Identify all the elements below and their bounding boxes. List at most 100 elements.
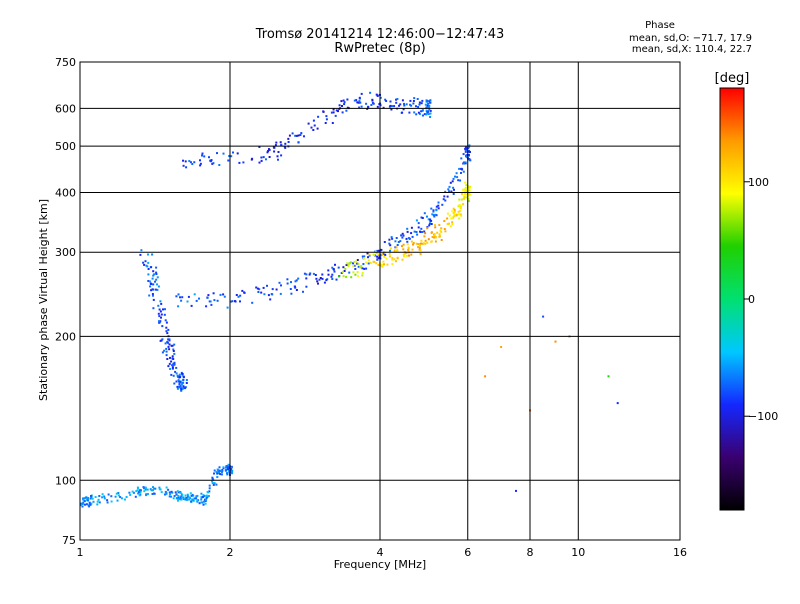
colorbar-tick-label: 0: [748, 293, 755, 306]
scatter-point: [430, 231, 433, 234]
scatter-point: [305, 273, 308, 276]
scatter-point: [145, 494, 148, 497]
scatter-point: [439, 229, 442, 232]
scatter-point: [448, 190, 451, 193]
scatter-point: [258, 288, 261, 291]
scatter-point: [310, 126, 313, 129]
scatter-point: [421, 231, 424, 233]
scatter-point: [180, 299, 183, 302]
scatter-point: [366, 107, 369, 110]
scatter-point: [338, 104, 341, 107]
scatter-point: [196, 494, 199, 497]
scatter-point: [434, 224, 436, 227]
scatter-point: [84, 503, 86, 506]
scatter-point: [307, 122, 310, 125]
scatter-point: [340, 272, 343, 274]
scatter-point: [218, 164, 221, 166]
scatter-point: [362, 257, 365, 260]
scatter-point: [155, 266, 158, 269]
scatter-point: [216, 472, 219, 475]
scatter-point: [312, 119, 315, 122]
scatter-point: [228, 155, 231, 157]
y-tick-label: 500: [55, 140, 76, 153]
scatter-point: [422, 242, 425, 245]
scatter-point: [169, 368, 172, 370]
scatter-point: [416, 233, 419, 236]
chart-title: Tromsø 20141214 12:46:00−12:47:43: [255, 27, 505, 42]
scatter-point: [181, 372, 184, 375]
scatter-point: [384, 98, 387, 101]
scatter-point: [144, 488, 147, 491]
scatter-point: [420, 242, 422, 245]
scatter-point: [138, 489, 141, 492]
scatter-point: [342, 266, 345, 269]
scatter-point: [335, 278, 338, 281]
scatter-point: [153, 487, 156, 490]
scatter-point: [377, 249, 380, 252]
scatter-point: [79, 504, 82, 507]
scatter-point: [150, 489, 153, 492]
scatter-point: [90, 502, 93, 505]
scatter-point: [216, 469, 219, 472]
scatter-point: [182, 376, 185, 379]
scatter-point: [331, 122, 334, 124]
scatter-point: [297, 134, 300, 137]
scatter-point: [386, 263, 389, 266]
scatter-point: [334, 114, 337, 117]
scatter-point: [458, 217, 461, 220]
scatter-point: [402, 234, 405, 237]
scatter-point: [435, 214, 438, 217]
scatter-point: [406, 240, 409, 243]
scatter-point: [398, 104, 400, 107]
scatter-point: [151, 293, 154, 295]
scatter-point: [88, 501, 91, 504]
scatter-point: [174, 370, 177, 373]
scatter-point: [149, 488, 152, 491]
scatter-point: [165, 326, 168, 329]
scatter-point: [177, 491, 180, 494]
scatter-point: [554, 340, 557, 343]
scatter-point: [410, 240, 413, 243]
scatter-point: [163, 349, 166, 352]
y-tick-label: 600: [55, 102, 76, 115]
scatter-point: [271, 288, 274, 291]
scatter-point: [208, 156, 210, 159]
scatter-point: [419, 253, 422, 256]
scatter-point: [160, 339, 163, 342]
scatter-point: [409, 99, 412, 102]
scatter-point: [458, 167, 461, 170]
scatter-point: [377, 257, 380, 260]
scatter-point: [226, 306, 229, 309]
scatter-point: [418, 243, 421, 245]
scatter-point: [417, 226, 420, 229]
scatter-point: [333, 270, 336, 273]
scatter-point: [172, 374, 175, 377]
scatter-point: [321, 273, 324, 276]
scatter-point: [460, 157, 463, 160]
scatter-point: [182, 159, 184, 162]
scatter-point: [210, 303, 213, 306]
scatter-point: [193, 497, 196, 500]
scatter-point: [179, 376, 182, 379]
scatter-point: [448, 214, 451, 217]
scatter-point: [413, 111, 416, 114]
scatter-point: [171, 366, 174, 369]
scatter-point: [201, 501, 204, 504]
scatter-point: [366, 252, 369, 255]
scatter-point: [403, 252, 406, 255]
scatter-point: [190, 304, 193, 307]
scatter-point: [325, 118, 328, 121]
scatter-point: [468, 186, 471, 189]
scatter-point: [515, 489, 517, 492]
scatter-point: [460, 198, 463, 201]
scatter-point: [308, 273, 311, 276]
scatter-point: [419, 249, 422, 251]
scatter-point: [389, 244, 392, 247]
scatter-point: [176, 387, 179, 390]
scatter-point: [184, 494, 187, 497]
scatter-point: [463, 195, 466, 198]
scatter-point: [451, 216, 454, 219]
scatter-point: [165, 486, 168, 489]
scatter-point: [82, 501, 85, 504]
scatter-point: [327, 273, 330, 276]
